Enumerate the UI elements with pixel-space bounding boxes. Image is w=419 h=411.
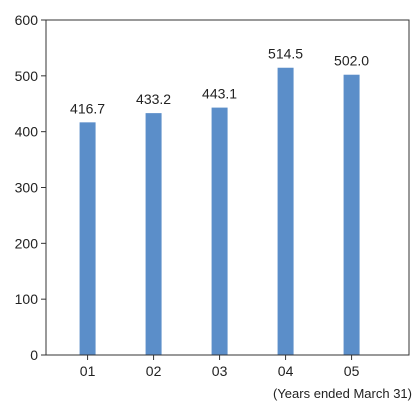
x-tick-label-05: 05 <box>344 363 360 379</box>
bar-03 <box>211 107 228 355</box>
plot-frame <box>45 19 410 356</box>
data-label-03: 443.1 <box>202 86 237 102</box>
data-label-02: 433.2 <box>136 91 171 107</box>
x-tick-label-04: 04 <box>278 363 294 379</box>
x-tick-label-01: 01 <box>80 363 96 379</box>
axis-note: (Years ended March 31) <box>273 386 412 401</box>
bar-01 <box>79 122 96 355</box>
y-tick-label: 600 <box>15 12 39 28</box>
x-tick-label-03: 03 <box>212 363 228 379</box>
bar-05 <box>343 74 360 355</box>
y-axis-ticks: 0 100 200 300 400 500 600 <box>15 12 46 363</box>
bar-04 <box>277 67 294 356</box>
data-label-05: 502.0 <box>334 53 369 69</box>
bars-group <box>79 67 360 356</box>
y-tick-label: 200 <box>15 235 39 251</box>
data-label-01: 416.7 <box>70 100 105 116</box>
bar-02 <box>145 113 162 355</box>
x-axis-ticks: 01 02 03 04 05 <box>80 355 360 379</box>
y-tick-label: 300 <box>15 180 39 196</box>
data-labels-group: 416.7 433.2 443.1 514.5 502.0 <box>70 46 369 117</box>
x-tick-label-02: 02 <box>146 363 162 379</box>
y-tick-label: 100 <box>15 291 39 307</box>
data-label-04: 514.5 <box>268 46 303 62</box>
y-tick-label: 500 <box>15 68 39 84</box>
y-tick-label: 0 <box>30 347 38 363</box>
y-tick-label: 400 <box>15 124 39 140</box>
